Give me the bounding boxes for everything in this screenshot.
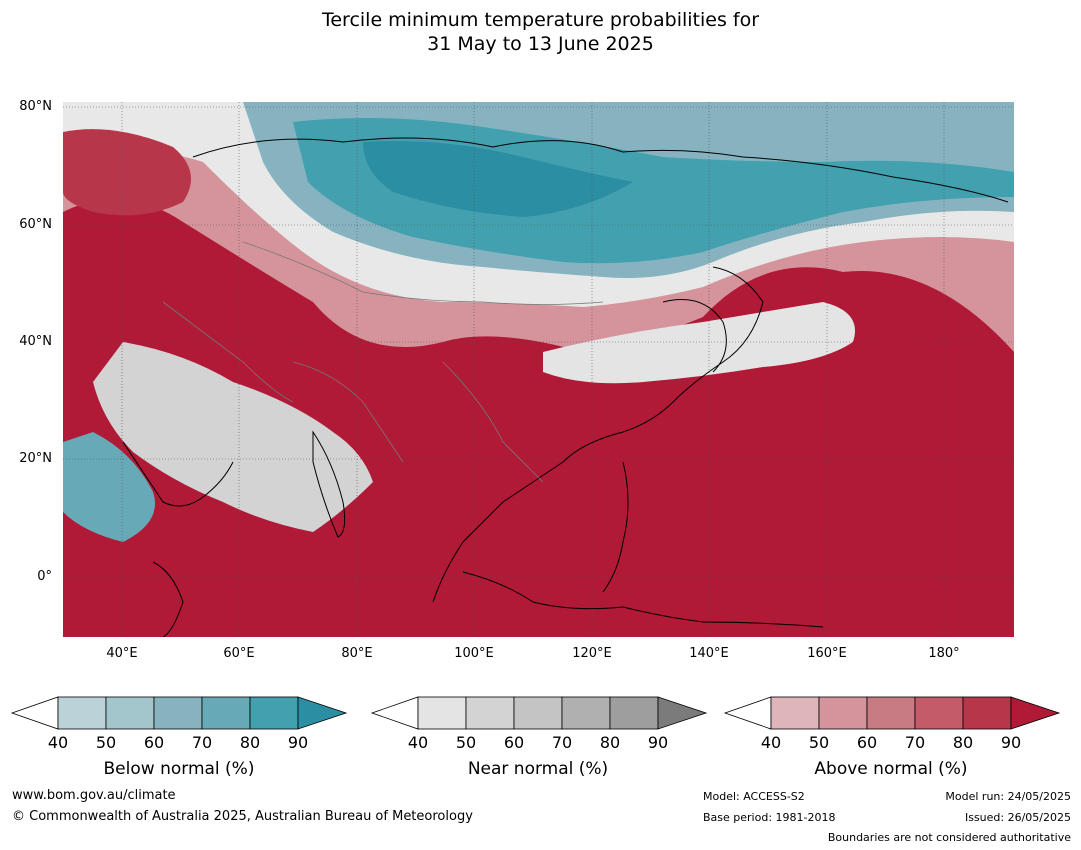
model-name: Model: ACCESS-S2 — [703, 790, 805, 803]
lat-label-20n: 20°N — [19, 451, 52, 466]
map-region-africa-below — [63, 432, 155, 542]
map-coastlines — [122, 137, 1009, 637]
title-line-2: 31 May to 13 June 2025 — [427, 33, 654, 55]
colorbar-below-segment — [249, 696, 299, 730]
lon-label-120e: 120°E — [572, 646, 612, 661]
cbar-below-tick: 70 — [191, 733, 213, 752]
map-region-middle-east-near — [93, 342, 373, 532]
cbar-below-label: Below normal (%) — [103, 759, 255, 779]
colorbar-near-extend-low — [370, 696, 419, 730]
cbar-above-tick: 80 — [952, 733, 974, 752]
cbar-above-tick: 50 — [808, 733, 830, 752]
cbar-above-tick: 70 — [904, 733, 926, 752]
cbar-above-label: Above normal (%) — [814, 759, 968, 779]
colorbar-above-segment — [962, 696, 1012, 730]
cbar-below-tick: 80 — [239, 733, 261, 752]
colorbar-above-extend-low — [723, 696, 772, 730]
colorbar-below-segment — [153, 696, 203, 730]
cbar-near-tick: 40 — [407, 733, 429, 752]
cbar-near-tick: 50 — [455, 733, 477, 752]
map-region-below-strongest — [363, 141, 633, 217]
lon-label-60e: 60°E — [223, 646, 255, 661]
colorbar-below-segment — [105, 696, 155, 730]
lat-label-0: 0° — [37, 569, 52, 584]
colorbar-above-extend-high — [1010, 696, 1061, 730]
lat-label-60n: 60°N — [19, 217, 52, 232]
colorbar-above-segment — [818, 696, 868, 730]
colorbar-below-extend-low — [10, 696, 59, 730]
lon-label-160e: 160°E — [807, 646, 847, 661]
boundaries-disclaimer: Boundaries are not considered authoritat… — [827, 831, 1071, 844]
cbar-below-tick: 90 — [287, 733, 309, 752]
map-region-east-asia-near — [543, 302, 855, 384]
issued-date: Issued: 26/05/2025 — [964, 811, 1071, 824]
probability-map[interactable] — [63, 102, 1014, 637]
colorbar-near-segment — [561, 696, 611, 730]
cbar-near-tick: 80 — [599, 733, 621, 752]
cbar-above-tick: 90 — [1000, 733, 1022, 752]
chart-title: Tercile minimum temperature probabilitie… — [0, 8, 1081, 56]
lon-label-80e: 80°E — [341, 646, 373, 661]
base-period: Base period: 1981-2018 — [703, 811, 836, 824]
title-line-1: Tercile minimum temperature probabilitie… — [321, 9, 760, 31]
cbar-near-label: Near normal (%) — [467, 759, 609, 779]
map-gridlines — [63, 102, 1014, 637]
map-borders — [162, 241, 604, 483]
colorbar-near-segment — [609, 696, 659, 730]
colorbar-near-segment — [465, 696, 515, 730]
colorbar-below-normal — [10, 696, 348, 730]
lon-label-140e: 140°E — [689, 646, 729, 661]
lat-label-40n: 40°N — [19, 334, 52, 349]
cbar-below-tick: 60 — [143, 733, 165, 752]
cbar-below-tick: 50 — [95, 733, 117, 752]
map-region-europe-above — [63, 129, 191, 216]
copyright-text: © Commonwealth of Australia 2025, Austra… — [12, 809, 473, 824]
colorbar-above-segment — [866, 696, 916, 730]
colorbar-below-segment — [201, 696, 251, 730]
colorbar-above-segment — [770, 696, 820, 730]
cbar-below-tick: 40 — [47, 733, 69, 752]
cbar-near-tick: 60 — [503, 733, 525, 752]
colorbar-near-extend-high — [657, 696, 708, 730]
lon-label-40e: 40°E — [106, 646, 138, 661]
colorbar-near-normal — [370, 696, 708, 730]
model-run-date: Model run: 24/05/2025 — [945, 790, 1071, 803]
cbar-near-tick: 90 — [647, 733, 669, 752]
lon-label-180: 180° — [928, 646, 960, 661]
colorbar-below-segment — [57, 696, 107, 730]
map-svg — [63, 102, 1014, 637]
colorbar-near-segment — [417, 696, 467, 730]
cbar-above-tick: 40 — [760, 733, 782, 752]
cbar-near-tick: 70 — [551, 733, 573, 752]
cbar-above-tick: 60 — [856, 733, 878, 752]
colorbar-above-segment — [914, 696, 964, 730]
lat-label-80n: 80°N — [19, 99, 52, 114]
lon-label-100e: 100°E — [454, 646, 494, 661]
colorbar-below-extend-high — [297, 696, 348, 730]
colorbar-above-normal — [723, 696, 1061, 730]
website-link[interactable]: www.bom.gov.au/climate — [12, 788, 176, 803]
colorbar-near-segment — [513, 696, 563, 730]
